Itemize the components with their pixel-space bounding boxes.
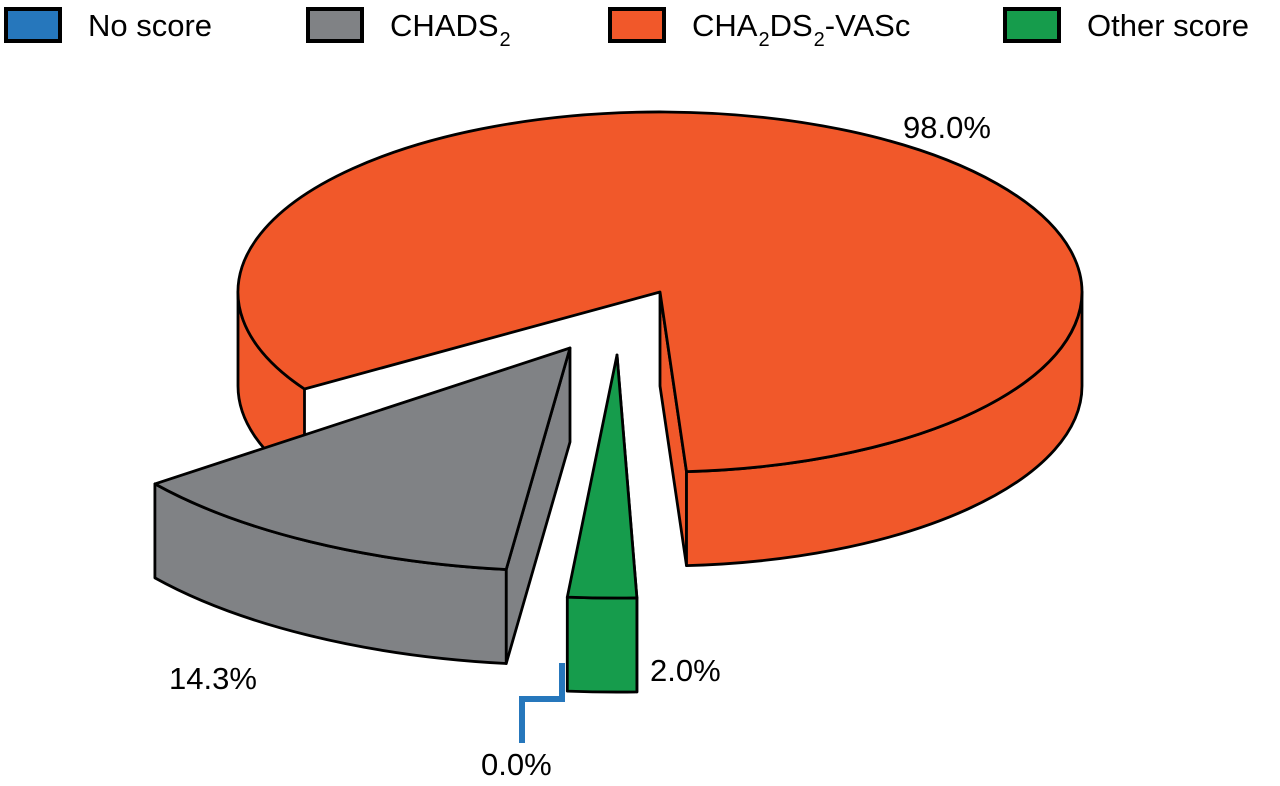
- slice-top-cha2ds2-vasc: [236, 110, 1084, 473]
- legend-swatch-chads2: [306, 7, 364, 43]
- legend-label-other-score: Other score: [1087, 8, 1249, 43]
- zero-slice-leader-line: [519, 663, 565, 743]
- slice-rim-other-score: [565, 595, 639, 694]
- legend-swatch-no-score: [4, 7, 62, 43]
- legend-label-chads2: CHADS2: [390, 8, 511, 51]
- slice-top-chads2: [153, 346, 572, 571]
- legend-label-cha2ds2-vasc: CHA2DS2-VASc: [692, 8, 911, 51]
- legend-swatch-cha2ds2-vasc: [608, 7, 666, 43]
- legend-swatch-other-score: [1003, 7, 1061, 43]
- legend-label-no-score: No score: [88, 8, 213, 43]
- chart-legend: No score CHADS2 CHA2DS2-VASc Other score: [0, 0, 1280, 64]
- legend-item-no-score: No score: [4, 7, 212, 44]
- legend-item-cha2ds2-vasc: CHA2DS2-VASc: [608, 7, 911, 51]
- legend-item-chads2: CHADS2: [306, 7, 511, 51]
- legend-item-other-score: Other score: [1003, 7, 1249, 44]
- slice-top-other-score: [565, 353, 639, 600]
